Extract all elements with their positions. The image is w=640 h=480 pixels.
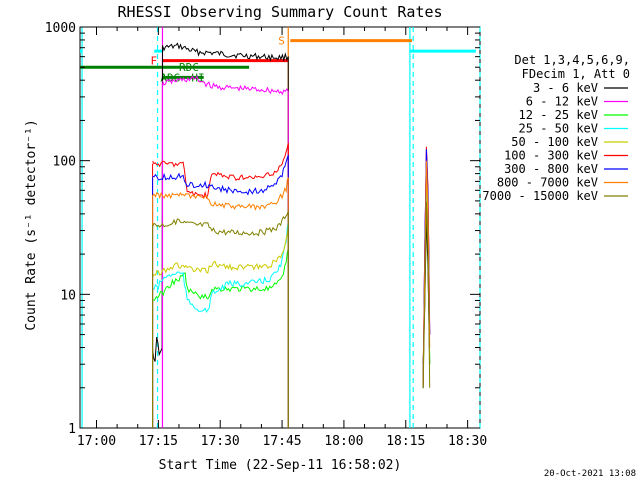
- x-tick-label: 18:30: [448, 434, 487, 449]
- y-axis-label: Count Rate (s⁻¹ detector⁻¹): [24, 119, 39, 330]
- series-line-4: [152, 226, 289, 278]
- y-tick-label: 1000: [45, 21, 76, 36]
- plot-frame: [79, 26, 481, 429]
- y-tick-label: 100: [53, 155, 76, 170]
- x-tick-label: 18:15: [386, 434, 425, 449]
- series-burst-8: [422, 201, 431, 389]
- chart-title: RHESSI Observing Summary Count Rates: [117, 3, 442, 21]
- x-axis-label: Start Time (22-Sep-11 16:58:02): [159, 458, 402, 473]
- series-line-5: [152, 143, 289, 199]
- legend-header-line-1: Det 1,3,4,5,6,9,: [514, 53, 630, 67]
- x-tick-label: 17:30: [201, 434, 240, 449]
- flag-label-s: S: [278, 35, 285, 48]
- legend-label-0: 3 - 6 keV: [533, 81, 598, 95]
- legend-label-7: 800 - 7000 keV: [497, 176, 598, 190]
- series-line-8: [152, 210, 289, 237]
- legend-label-3: 25 - 50 keV: [519, 122, 598, 136]
- marker-lines: [81, 27, 481, 428]
- series-lines: [152, 42, 431, 428]
- timestamp: 20-Oct-2021 13:08: [544, 469, 636, 479]
- flag-label-rdc: RDC: [179, 61, 199, 74]
- plot-border: [79, 26, 481, 429]
- y-tick-label: 1: [68, 422, 76, 437]
- series-line-0: [152, 42, 289, 362]
- y-tick-label: 10: [60, 288, 76, 303]
- series-line-7: [152, 177, 289, 211]
- x-tick-label: 17:00: [77, 434, 116, 449]
- legend-header-line-2: FDecim 1, Att 0: [522, 67, 630, 81]
- x-tick-label: 17:45: [262, 434, 301, 449]
- series-line-1: [162, 75, 289, 96]
- x-tick-label: 17:15: [139, 434, 178, 449]
- x-tick-label: 18:00: [324, 434, 363, 449]
- legend-label-6: 300 - 800 keV: [504, 162, 598, 176]
- series-line-2: [152, 248, 289, 302]
- series-line-6: [152, 154, 289, 196]
- legend-label-4: 50 - 100 keV: [511, 135, 598, 149]
- axes: 17:00 17:15 17:30 17:45 18:00 18:15 18:30 1 10 10…: [45, 21, 488, 449]
- legend-label-8: 7000 - 15000 keV: [482, 189, 598, 203]
- flag-label-f: F: [150, 55, 157, 68]
- legend-label-1: 6 - 12 keV: [526, 95, 598, 109]
- legend-label-5: 100 - 300 keV: [504, 149, 598, 163]
- legend-label-2: 12 - 25 keV: [519, 108, 598, 122]
- series-line-3: [152, 221, 289, 314]
